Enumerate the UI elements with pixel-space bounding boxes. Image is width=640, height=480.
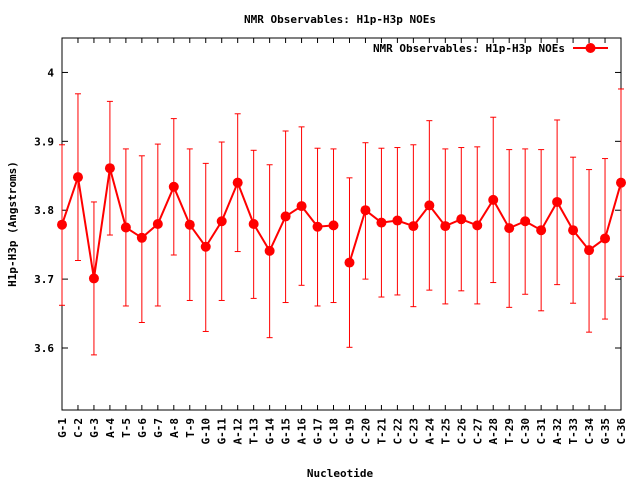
data-point-G-14 [264,245,275,256]
y-tick-label: 3.7 [34,273,54,286]
data-point-T-21 [376,217,387,228]
x-tick-label: C-34 [583,418,596,445]
data-point-C-30 [520,216,531,227]
x-tick-label: T-5 [120,418,133,438]
data-point-G-15 [280,211,291,222]
data-point-A-12 [232,177,243,188]
data-point-C-18 [328,220,339,231]
data-point-G-11 [216,216,227,227]
x-tick-label: A-12 [232,418,245,445]
data-point-A-28 [488,194,499,205]
x-tick-label: G-17 [312,418,325,445]
legend-marker [585,43,596,53]
error-bars [59,88,624,356]
x-tick-label: T-29 [503,418,516,445]
x-tick-label: A-28 [487,418,500,445]
plot-frame [61,37,622,411]
x-tick-label: C-18 [328,418,341,445]
data-point-C-23 [408,221,419,232]
x-tick-label: C-31 [535,418,548,445]
x-tick-label: C-30 [519,418,532,445]
x-tick-label: G-3 [88,418,101,438]
data-point-A-4 [104,163,115,174]
data-point-A-8 [168,181,179,192]
x-tick-label: T-9 [184,418,197,438]
data-point-T-33 [568,225,579,236]
y-tick-label: 4 [47,66,54,79]
x-tick-label: A-16 [296,418,309,445]
data-point-T-13 [248,219,259,229]
x-axis: G-1 C-2 G-3 A-4 T-5 G-6 G-7 A-8 T-9 G-10 G-11 A-12 T… [56,38,628,445]
data-point-G-17 [312,221,323,232]
x-tick-label: A-4 [104,418,117,438]
series-line-segment-1 [61,167,334,279]
x-tick-label: T-13 [248,418,261,445]
x-tick-label: T-25 [439,418,452,445]
y-tick-label: 3.9 [34,135,54,148]
x-axis-label: Nucleotide [307,467,374,480]
x-tick-label: G-35 [599,418,612,445]
x-tick-label: T-33 [567,418,580,445]
x-tick-label: A-32 [551,418,564,445]
x-tick-label: C-36 [615,418,628,445]
series-line-segment-2 [348,182,622,263]
data-point-G-1 [57,219,67,230]
series-lines [61,167,622,279]
x-tick-label: A-24 [423,418,436,445]
x-tick-label: G-11 [216,418,229,445]
x-tick-label: C-20 [359,418,372,445]
data-point-C-27 [472,220,483,231]
data-point-T-9 [184,219,195,230]
data-point-A-24 [424,200,435,211]
data-point-G-6 [136,232,147,243]
y-axis-label: H1p-H3p (Angstroms) [6,161,19,287]
data-point-G-7 [152,219,163,229]
data-point-G-19 [344,257,355,268]
data-point-T-5 [120,222,131,233]
data-point-C-34 [584,245,595,256]
x-tick-label: C-27 [471,418,484,445]
data-point-G-35 [600,233,611,244]
x-tick-label: G-19 [343,418,356,445]
x-tick-label: C-2 [72,418,85,438]
y-tick-label: 3.6 [34,342,54,355]
data-point-A-16 [296,201,307,212]
x-tick-label: G-14 [264,418,277,445]
data-point-C-2 [72,172,83,183]
chart-title: NMR Observables: H1p-H3p NOEs [244,13,436,26]
data-points [57,163,626,284]
data-point-C-26 [456,214,467,225]
data-point-G-10 [200,241,211,252]
x-tick-label: T-21 [375,418,388,445]
data-point-C-20 [360,205,371,216]
data-point-T-29 [504,223,515,234]
legend: NMR Observables: H1p-H3p NOEs [373,42,608,55]
data-point-G-3 [88,273,99,284]
x-tick-label: G-6 [136,418,149,438]
x-tick-label: G-1 [56,418,69,438]
y-tick-label: 3.8 [34,204,54,217]
x-tick-label: C-23 [407,418,420,445]
x-tick-label: G-10 [200,418,213,445]
x-tick-label: G-15 [280,418,293,445]
x-tick-label: C-22 [391,418,404,445]
legend-label: NMR Observables: H1p-H3p NOEs [373,42,565,55]
x-tick-label: C-26 [455,418,468,445]
data-point-C-31 [536,225,547,236]
x-tick-label: A-8 [168,418,181,438]
data-point-T-25 [440,221,451,232]
x-tick-label: G-7 [152,418,165,438]
data-point-C-22 [392,215,403,226]
y-axis: 3.6 3.7 3.8 3.9 4 [34,66,621,355]
data-point-C-36 [616,177,626,188]
data-point-A-32 [552,196,563,207]
